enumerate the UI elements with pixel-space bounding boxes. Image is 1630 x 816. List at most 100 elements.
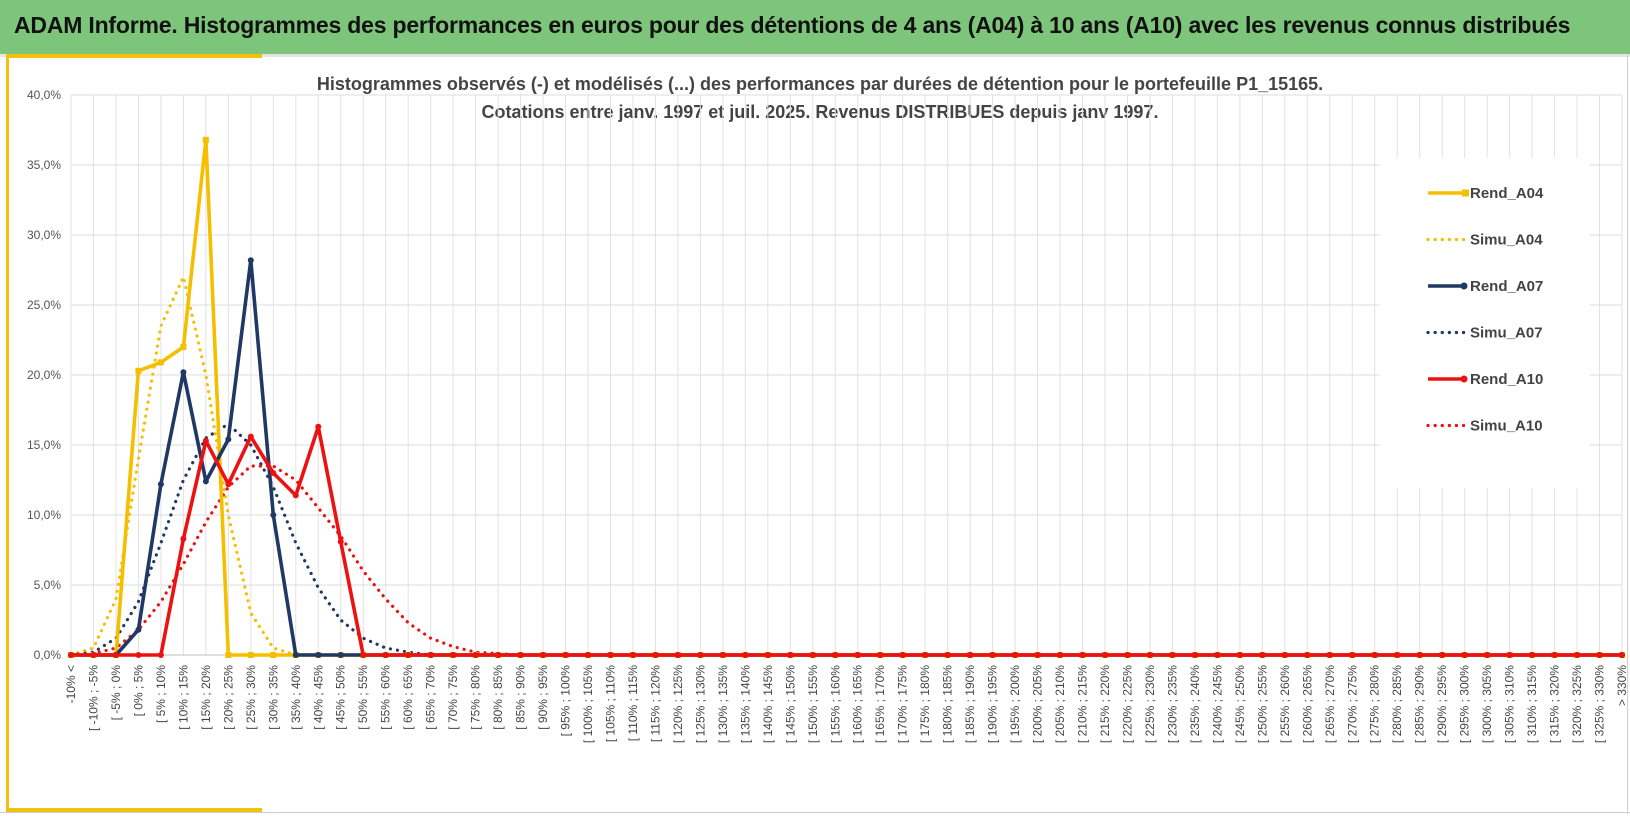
data-point — [450, 652, 457, 658]
x-tick-label: [ 290% ; 295% — [1435, 665, 1449, 743]
x-tick-label: > 330% — [1615, 665, 1629, 706]
x-tick-label: [ 60% ; 65% — [401, 665, 415, 730]
accent-bar-bottom — [6, 808, 262, 812]
data-point — [1439, 652, 1446, 658]
x-tick-label: [ 115% ; 120% — [648, 665, 662, 742]
data-point — [315, 652, 322, 658]
data-point — [697, 652, 704, 658]
histogram-chart: Histogrammes observés (-) et modélisés (… — [27, 74, 1629, 743]
x-tick-label: [ 225% ; 230% — [1143, 665, 1157, 743]
data-point — [1304, 652, 1311, 658]
data-point — [989, 652, 996, 658]
data-point — [202, 437, 209, 444]
x-tick-label: [ 80% ; 85% — [491, 665, 505, 730]
data-point — [472, 652, 479, 658]
legend-item-simu_a04: Simu_A04 — [1426, 232, 1543, 249]
x-tick-label: [ 150% ; 155% — [806, 665, 820, 743]
data-point — [1079, 652, 1086, 658]
data-point — [1484, 652, 1491, 658]
data-point — [517, 652, 524, 658]
data-point — [1169, 652, 1176, 658]
data-point — [787, 652, 794, 658]
data-point — [944, 652, 951, 658]
data-point — [225, 481, 232, 488]
legend-item-rend_a07: Rend_A07 — [1428, 278, 1543, 295]
data-point — [1326, 652, 1333, 658]
x-tick-label: [ 105% ; 110% — [603, 665, 617, 742]
x-tick-label: [ 215% ; 220% — [1098, 665, 1112, 743]
data-point — [1012, 652, 1019, 658]
y-tick-label: 0,0% — [34, 648, 62, 662]
data-point — [809, 652, 816, 658]
chart-title-line-1: Histogrammes observés (-) et modélisés (… — [317, 74, 1323, 94]
data-point — [629, 652, 636, 658]
data-point — [1416, 652, 1423, 658]
legend: Rend_A04 Simu_A04 Rend_A07 Simu_A07 Rend_A10… — [1380, 158, 1590, 488]
x-tick-label: [ 135% ; 140% — [738, 665, 752, 743]
x-tick-label: [ 175% ; 180% — [918, 665, 932, 743]
data-point — [1214, 652, 1221, 658]
data-point — [1596, 652, 1603, 658]
x-tick-label: [ 210% ; 215% — [1076, 665, 1090, 743]
data-point — [1506, 652, 1513, 658]
x-tick-label: [ 5% ; 10% — [154, 665, 168, 723]
data-point — [719, 652, 726, 658]
data-point — [832, 652, 839, 658]
data-point — [315, 423, 322, 430]
data-point — [742, 652, 749, 658]
data-point — [1461, 652, 1468, 658]
data-point — [337, 652, 344, 658]
data-point — [652, 652, 659, 658]
y-tick-label: 30,0% — [27, 228, 61, 242]
x-tick-label: [ 30% ; 35% — [266, 665, 280, 730]
y-tick-label: 10,0% — [27, 508, 61, 522]
legend-label: Rend_A04 — [1470, 185, 1544, 202]
data-point — [135, 652, 142, 658]
x-tick-label: [ 25% ; 30% — [244, 665, 258, 730]
data-point — [1281, 652, 1288, 658]
data-point — [270, 512, 277, 518]
legend-label: Simu_A07 — [1470, 325, 1543, 342]
x-tick-label: [ 10% ; 15% — [176, 665, 190, 730]
data-point — [180, 344, 187, 350]
x-tick-label: [ 110% ; 115% — [626, 665, 640, 742]
data-point — [270, 652, 277, 658]
x-tick-label: [ 265% ; 270% — [1323, 665, 1337, 743]
frame-bottom-border — [0, 812, 1630, 813]
x-tick-label: [ 305% ; 310% — [1503, 665, 1517, 743]
x-tick-label: [ 145% ; 150% — [783, 665, 797, 743]
legend-item-rend_a04: Rend_A04 — [1428, 185, 1544, 202]
x-tick-label: [ 85% ; 90% — [514, 665, 528, 730]
frame-right-border — [1627, 54, 1628, 814]
accent-bar-top — [6, 54, 262, 58]
data-point — [1551, 652, 1558, 658]
data-point — [180, 369, 187, 376]
x-tick-label: [ 270% ; 275% — [1345, 665, 1359, 743]
x-tick-label: [ 235% ; 240% — [1188, 665, 1202, 743]
data-point — [1619, 652, 1625, 658]
x-tick-label: [ 45% ; 50% — [334, 665, 348, 730]
data-point — [1146, 652, 1153, 658]
data-point — [68, 652, 74, 658]
x-tick-label: [ 285% ; 290% — [1413, 665, 1427, 743]
x-tick-label: [ 245% ; 250% — [1233, 665, 1247, 743]
x-tick-label: [ 160% ; 165% — [851, 665, 865, 743]
data-point — [225, 652, 232, 658]
x-tick-label: [ -10% ; -5% — [86, 665, 100, 731]
x-tick-label: [ 275% ; 280% — [1368, 665, 1382, 743]
x-tick-label: [ 155% ; 160% — [828, 665, 842, 743]
data-point — [292, 652, 299, 658]
x-tick-label: [ 140% ; 145% — [761, 665, 775, 743]
y-tick-label: 35,0% — [27, 158, 61, 172]
x-tick-label: [ 300% ; 305% — [1480, 665, 1494, 743]
data-point — [899, 652, 906, 658]
data-point — [1057, 652, 1064, 658]
x-tick-label: [ 40% ; 45% — [311, 665, 325, 730]
x-tick-label: [ 0% ; 5% — [131, 665, 145, 717]
data-point — [854, 652, 861, 658]
data-point — [585, 652, 591, 658]
header-banner: ADAM Informe. Histogrammes des performan… — [0, 0, 1630, 54]
x-tick-label: [ 230% ; 235% — [1165, 665, 1179, 743]
data-point — [292, 492, 299, 499]
x-tick-label: [ 325% ; 330% — [1593, 665, 1607, 743]
